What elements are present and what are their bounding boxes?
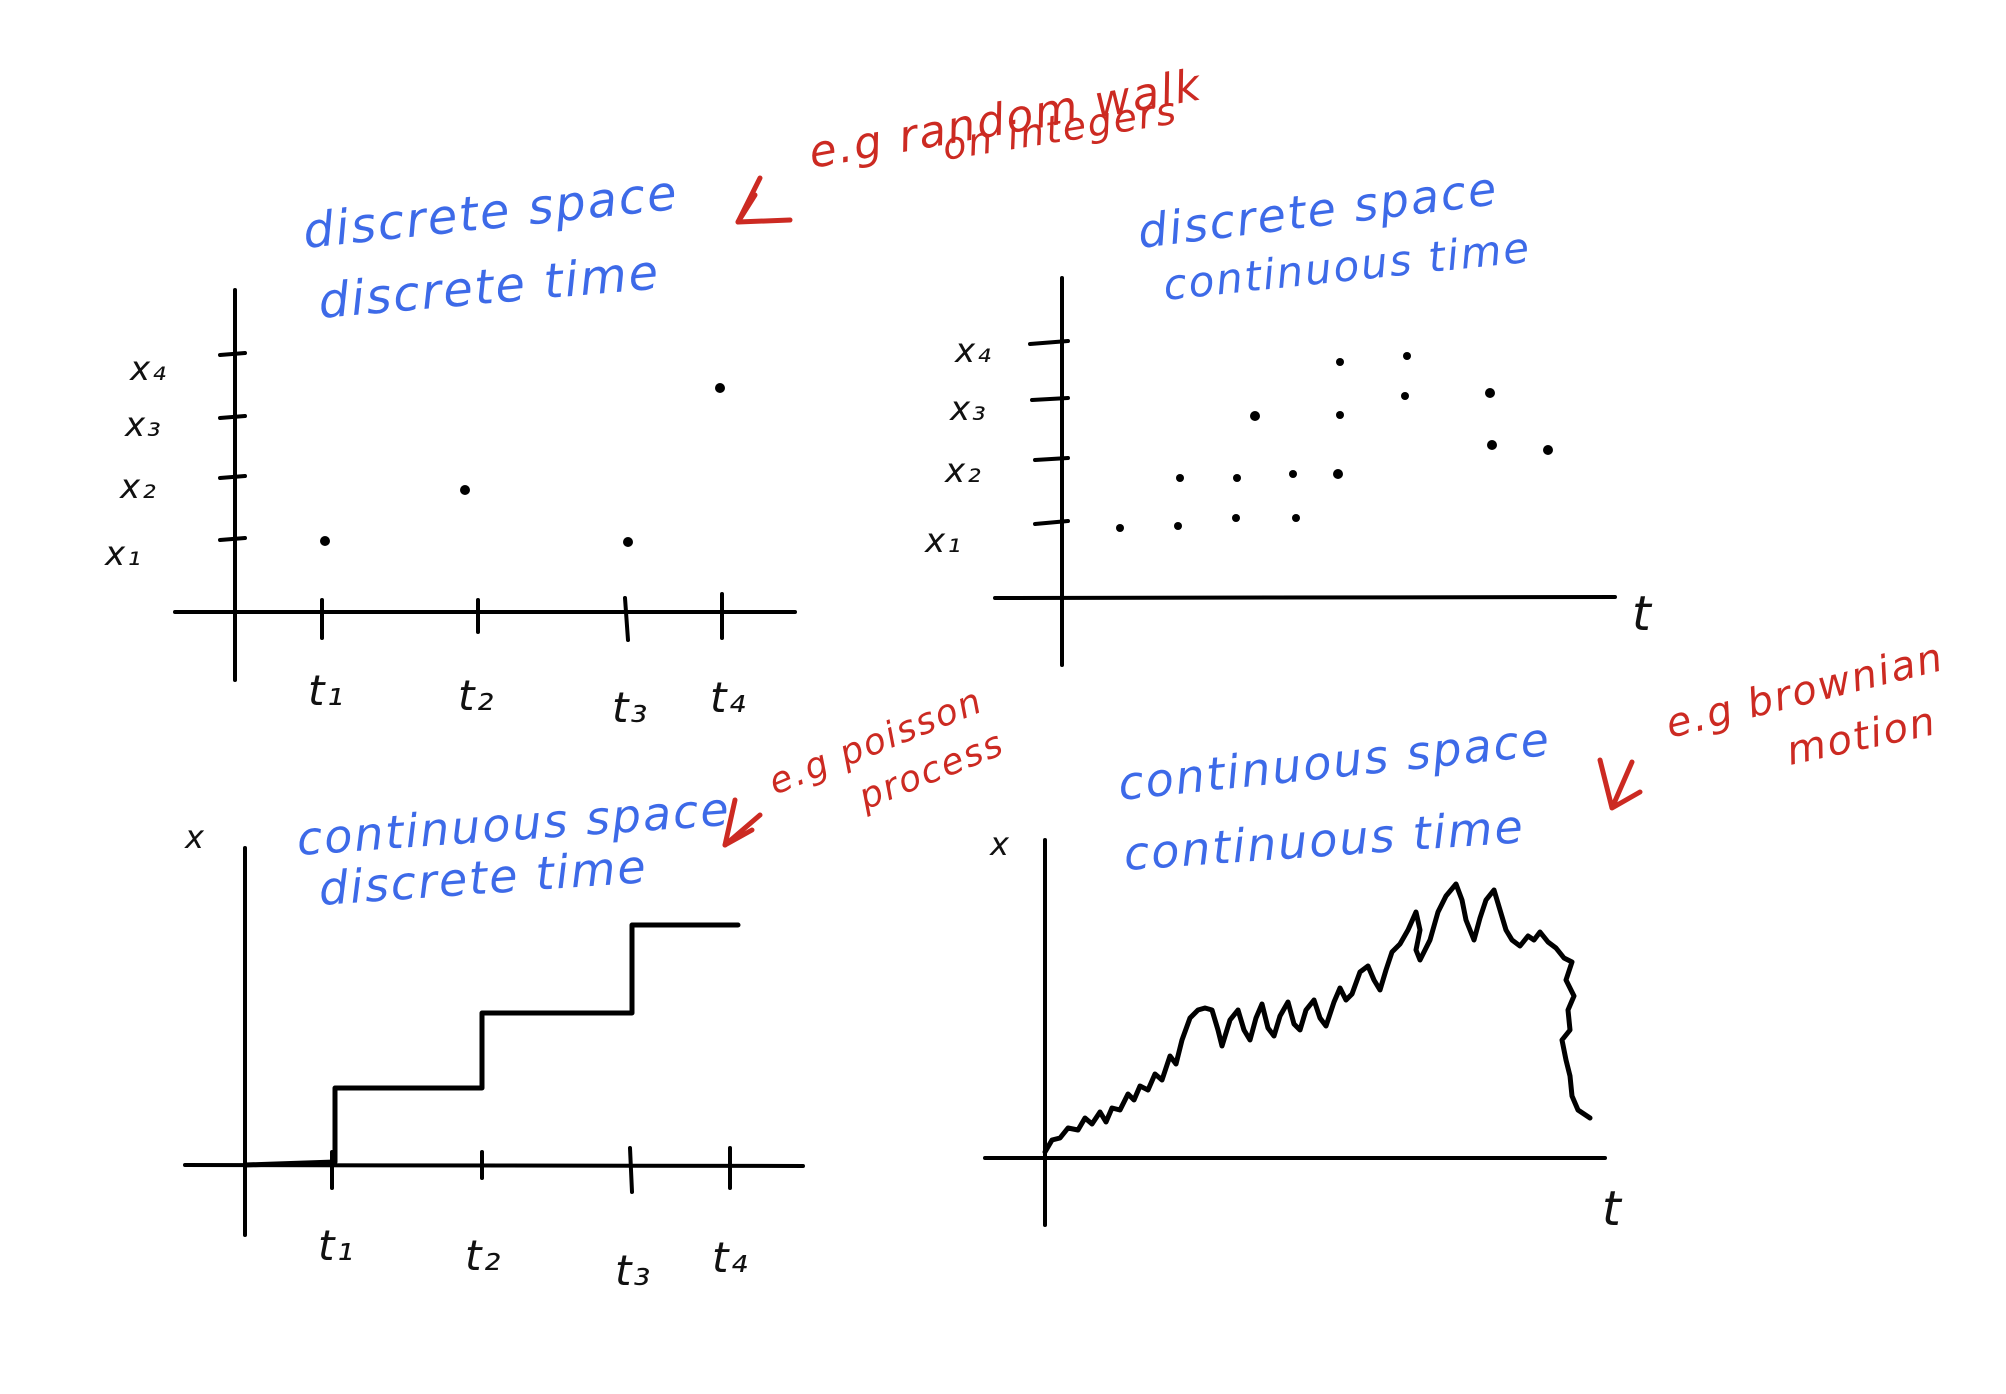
q4-title-line2: continuous time <box>1122 799 1526 881</box>
q3-xtick-3 <box>628 1146 634 1194</box>
panel-discrete-continuous: discrete space continuous time x₄ x₃ x₂ … <box>924 161 1653 667</box>
q3-step-line <box>242 922 741 1168</box>
note-brownian: e.g brownian motion <box>1597 634 1949 811</box>
q3-xlabel-3: t₃ <box>615 1246 652 1295</box>
q1-ytick-4 <box>218 351 247 357</box>
q1-title-line1: discrete space <box>300 165 681 260</box>
q1-xlabel-1: t₁ <box>308 666 345 715</box>
panel-discrete-discrete: discrete space discrete time x₄ x₃ x₂ x₁… <box>104 165 797 732</box>
q4-xlabel: t <box>1602 1181 1623 1237</box>
q1-title-line2: discrete time <box>316 244 662 330</box>
q2-ytick-4 <box>1028 339 1070 346</box>
q1-xlabel-3: t₃ <box>612 683 649 732</box>
q2-point <box>1292 514 1300 522</box>
q2-ylabel-2: x₂ <box>944 451 983 491</box>
q2-ytick-3 <box>1030 396 1070 402</box>
q2-ylabel-3: x₃ <box>949 389 988 429</box>
q2-points <box>1116 352 1553 532</box>
q1-xlabel-4: t₄ <box>710 673 747 722</box>
note-random-walk: e.g random walk on integers <box>735 59 1206 225</box>
q2-point <box>1250 411 1260 421</box>
q4-ylabel: x <box>989 825 1011 863</box>
q2-point <box>1543 445 1553 455</box>
q2-ytick-1 <box>1033 519 1070 526</box>
q1-xlabel-2: t₂ <box>458 671 495 720</box>
q2-ytick-2 <box>1033 456 1070 462</box>
q2-point <box>1333 469 1343 479</box>
q3-ylabel: x <box>184 818 206 856</box>
arrow-random-walk <box>735 175 793 225</box>
q4-title-line1: continuous space <box>1116 712 1554 811</box>
q1-ylabel-2: x₂ <box>119 467 158 507</box>
q1-xtick-3 <box>623 596 630 642</box>
q1-ylabel-1: x₁ <box>104 534 143 574</box>
q2-point <box>1403 352 1411 360</box>
q1-point-1 <box>320 536 330 546</box>
q1-ytick-1 <box>218 536 247 542</box>
arrow-brownian <box>1597 757 1643 811</box>
q3-xlabel-4: t₄ <box>712 1233 749 1282</box>
panel-continuous-discrete: continuous space discrete time x t₁ t₂ t… <box>183 782 805 1295</box>
q1-ylabel-4: x₄ <box>129 349 168 389</box>
q1-point-2 <box>460 485 470 495</box>
q2-ylabel-1: x₁ <box>924 521 963 561</box>
q2-point <box>1233 474 1241 482</box>
q1-ylabel-3: x₃ <box>124 405 163 445</box>
q2-x-axis <box>993 595 1617 600</box>
q2-point <box>1487 440 1497 450</box>
q2-point <box>1336 411 1344 419</box>
panel-continuous-continuous: continuous space continuous time x t <box>983 712 1623 1237</box>
q2-point <box>1336 358 1344 366</box>
q2-point <box>1401 392 1409 400</box>
q1-ytick-2 <box>218 474 247 480</box>
q2-point <box>1289 470 1297 478</box>
q2-point <box>1116 524 1124 532</box>
note-poisson: e.g poisson process <box>722 680 1010 848</box>
q3-xlabel-1: t₁ <box>318 1221 355 1270</box>
q2-ylabel-4: x₄ <box>954 331 993 371</box>
q2-xlabel: t <box>1632 586 1653 642</box>
q2-point <box>1176 474 1184 482</box>
q1-ytick-3 <box>218 414 247 420</box>
q1-point-4 <box>715 383 725 393</box>
q2-point <box>1232 514 1240 522</box>
q4-brownian-path <box>1042 881 1593 1155</box>
q3-xlabel-2: t₂ <box>465 1231 502 1280</box>
q2-point <box>1174 522 1182 530</box>
q1-point-3 <box>623 537 633 547</box>
q2-point <box>1485 388 1495 398</box>
